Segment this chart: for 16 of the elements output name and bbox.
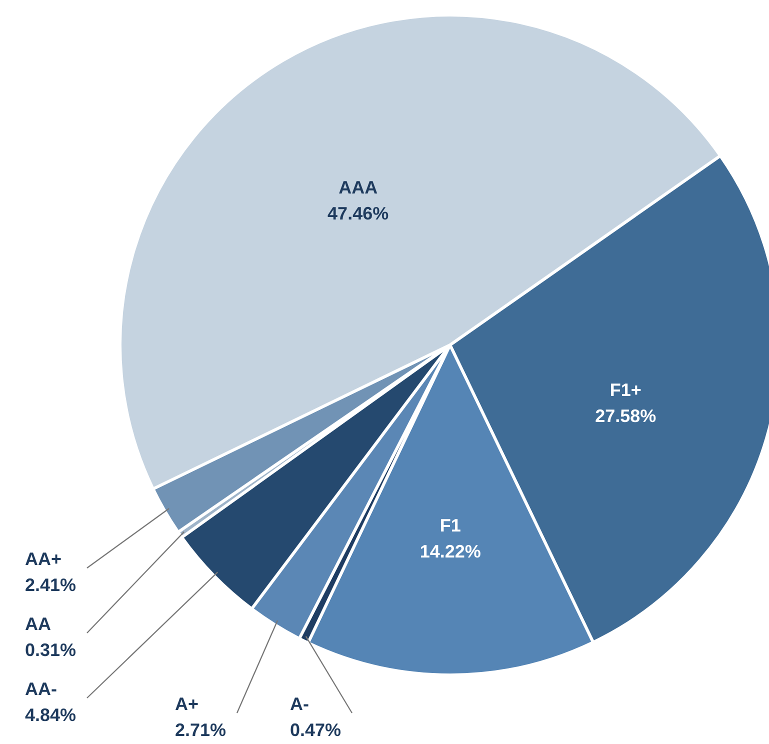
slice-label: F1 xyxy=(440,516,461,536)
slice-label: AA- xyxy=(25,679,57,699)
slice-label: A- xyxy=(290,694,309,714)
data-label: 2.71% xyxy=(175,720,226,740)
slice-label: AA+ xyxy=(25,549,62,569)
slice-label: F1+ xyxy=(610,380,642,400)
data-label: 4.84% xyxy=(25,705,76,725)
slice-label: AA xyxy=(25,614,51,634)
data-label: 27.58% xyxy=(595,406,656,426)
data-label: 0.31% xyxy=(25,640,76,660)
data-label: 47.46% xyxy=(328,204,389,224)
slice-label: AAA xyxy=(338,178,378,198)
slice-label: A+ xyxy=(175,694,199,714)
data-label: 0.47% xyxy=(290,720,342,740)
data-label: 14.22% xyxy=(420,542,481,562)
data-label: 2.41% xyxy=(25,575,76,595)
